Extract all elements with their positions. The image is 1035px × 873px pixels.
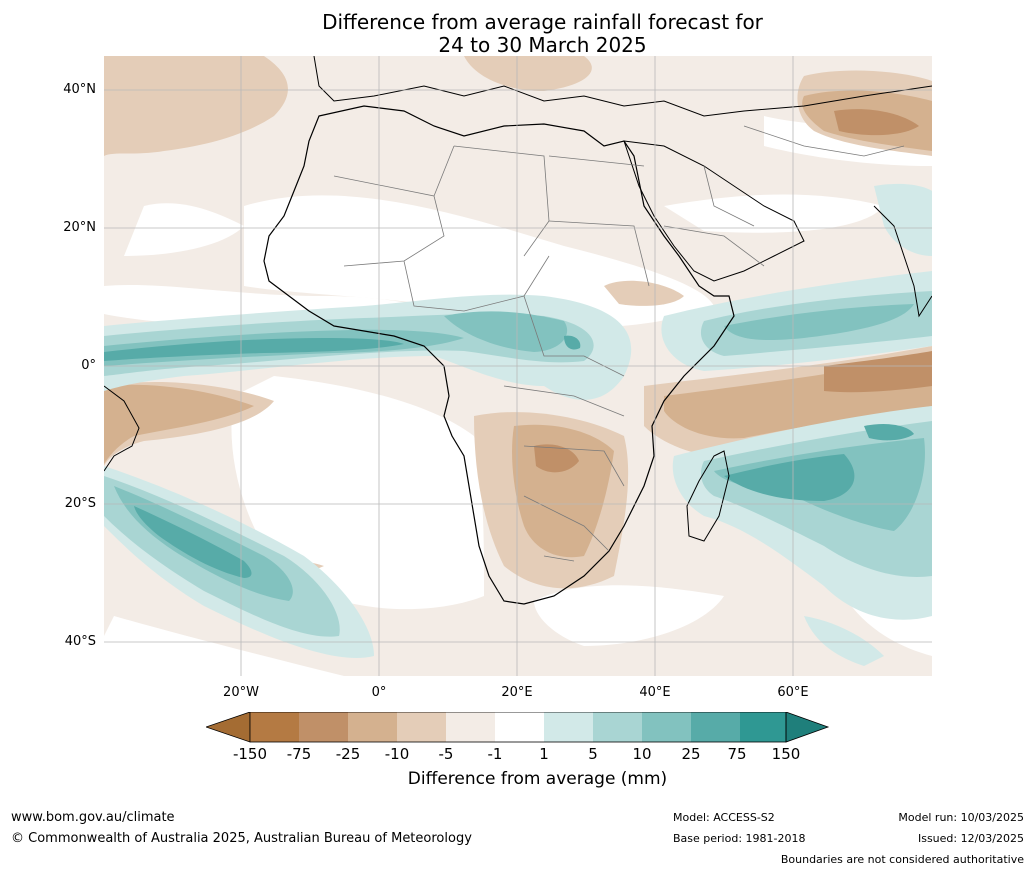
africa-coastline [263,105,735,605]
wet-zone-strong [104,335,914,578]
colorbar-label: -75 [286,745,312,763]
colorbar [206,712,830,743]
colorbar-swatch [348,712,397,742]
colorbar-extend-low [206,712,251,743]
website-text: www.bom.gov.au/climate [11,810,175,825]
colorbar-swatch [740,712,786,742]
colorbar-label: 150 [771,745,801,763]
lat-tick-0: 0° [81,358,96,373]
copyright-text: © Commonwealth of Australia 2025, Austra… [11,831,472,846]
lon-tick-0: 0° [371,685,387,700]
lat-tick-40n: 40°N [63,82,96,97]
europe-coastline [313,56,932,117]
colorbar-swatch [495,712,544,742]
colorbar-swatch [397,712,446,742]
lon-tick-40e: 40°E [639,685,671,700]
lat-tick-20n: 20°N [63,220,96,235]
lon-tick-60e: 60°E [777,685,809,700]
colorbar-label: -5 [438,745,454,763]
disclaimer-text: Boundaries are not considered authoritat… [780,853,1024,866]
colorbar-label: 1 [539,745,549,763]
rainfall-anomaly-map [104,56,932,676]
colorbar-swatch [593,712,642,742]
country-borders [333,125,905,562]
lon-tick-20w: 20°W [223,685,259,700]
south-america-coastline [104,385,140,472]
colorbar-swatch [446,712,495,742]
india-coastline [873,205,932,318]
colorbar-title: Difference from average (mm) [407,769,668,789]
colorbar-swatch [250,712,299,742]
issued-text: Issued: 12/03/2025 [917,832,1024,845]
model-run-text: Model run: 10/03/2025 [898,811,1024,824]
map-title-line-1: Difference from average rainfall forecas… [322,10,763,34]
colorbar-swatch [544,712,593,742]
graticule [104,56,932,676]
colorbar-frame [249,712,787,743]
dry-zone-strong [534,109,932,473]
colorbar-label: -1 [487,745,503,763]
map-canvas [104,56,932,676]
colorbar-swatch [691,712,740,742]
colorbar-label: 75 [727,745,747,763]
base-period-text: Base period: 1981-2018 [673,832,806,845]
lon-tick-20e: 20°E [501,685,533,700]
colorbar-label: 25 [681,745,701,763]
colorbar-label: -25 [335,745,361,763]
colorbar-label: -10 [384,745,410,763]
colorbar-swatch [299,712,348,742]
colorbar-swatch [642,712,691,742]
map-title-line-2: 24 to 30 March 2025 [438,33,647,57]
colorbar-label: 5 [588,745,598,763]
lat-tick-40s: 40°S [64,634,96,649]
arabia-coastline [623,140,805,282]
madagascar-coastline [686,450,730,542]
colorbar-extend-high [785,712,830,743]
colorbar-label: -150 [232,745,268,763]
colorbar-label: 10 [632,745,652,763]
lat-tick-20s: 20°S [64,496,96,511]
model-text: Model: ACCESS-S2 [673,811,775,824]
